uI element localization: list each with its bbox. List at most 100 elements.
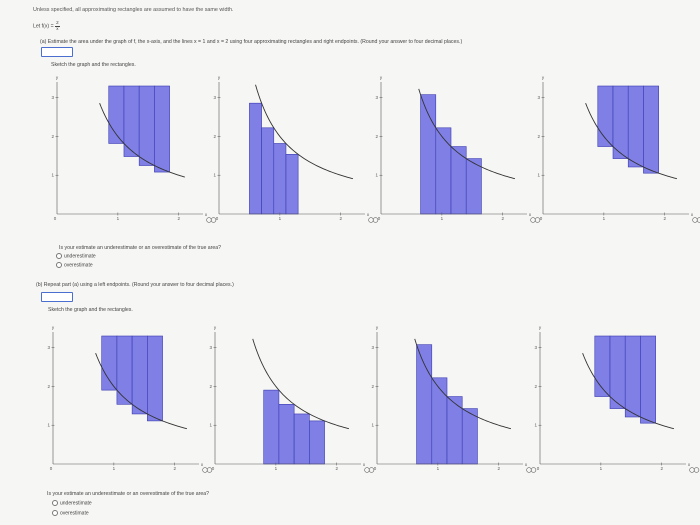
part-b-answer-input[interactable] <box>41 292 73 302</box>
approx-rectangle <box>416 344 433 465</box>
magnifier-icon[interactable] <box>689 467 700 473</box>
y-axis-label: y <box>214 325 217 330</box>
x-axis-label: x <box>525 462 528 467</box>
radio-button[interactable] <box>56 253 62 259</box>
y-tick-label: 2 <box>209 384 212 389</box>
part-b-question: Is your estimate an underestimate or an … <box>47 491 210 497</box>
approx-rectangle <box>435 127 452 215</box>
y-tick-label: 1 <box>213 173 216 178</box>
radio-button[interactable] <box>56 262 62 268</box>
y-tick-label: 3 <box>47 345 50 350</box>
magnifier-icon[interactable] <box>526 467 537 473</box>
y-tick-label: 3 <box>213 95 216 100</box>
approx-rectangle <box>278 404 295 465</box>
approx-rectangle <box>309 420 325 465</box>
function-curve <box>255 84 354 180</box>
part-a-prompt: (a) Estimate the area under the graph of… <box>40 39 462 45</box>
y-axis-label: y <box>380 75 383 80</box>
x-axis-label: x <box>688 462 691 467</box>
x-tick-label: 2 <box>339 216 342 221</box>
approx-rectangle <box>594 335 611 397</box>
part-a-graph-3[interactable]: y x 0 1 2 3 1 2 <box>375 75 541 223</box>
y-axis-label: y <box>218 75 221 80</box>
magnifier-icon[interactable] <box>368 217 379 223</box>
part-b-graph-4[interactable]: y x 0 1 2 3 1 2 <box>534 325 700 473</box>
fraction-denominator: x <box>56 25 59 31</box>
approx-rectangle <box>597 85 614 147</box>
part-b-prompt: (b) Repeat part (a) using a left endpoin… <box>36 282 234 288</box>
x-tick-label: 1 <box>117 216 120 221</box>
y-tick-label: 1 <box>371 423 374 428</box>
y-tick-label: 2 <box>534 384 537 389</box>
part-a-graph-4[interactable]: y x 0 1 2 3 1 2 <box>537 75 700 223</box>
origin-label: 0 <box>216 216 219 221</box>
function-curve <box>99 103 185 178</box>
option-label: overestimate <box>64 262 93 269</box>
origin-label: 0 <box>212 466 215 471</box>
approx-rectangle <box>263 389 280 465</box>
y-axis-label: y <box>539 325 542 330</box>
part-a-graph-1[interactable]: y x 0 1 2 3 1 2 <box>51 75 217 223</box>
magnifier-icon[interactable] <box>202 467 213 473</box>
magnifier-icon[interactable] <box>206 217 217 223</box>
function-prefix: Let f(x) = <box>33 23 56 30</box>
x-tick-label: 1 <box>437 466 440 471</box>
approx-rectangle <box>293 413 310 465</box>
part-a-label: (a) <box>40 39 47 45</box>
y-tick-label: 2 <box>537 134 540 139</box>
approx-rectangle <box>643 85 659 174</box>
option-label: underestimate <box>60 500 92 507</box>
x-axis-label: x <box>205 212 208 217</box>
y-tick-label: 1 <box>537 173 540 178</box>
x-tick-label: 2 <box>663 216 666 221</box>
part-a-graph-2[interactable]: y x 0 1 2 3 1 2 <box>213 75 379 223</box>
x-tick-label: 1 <box>279 216 282 221</box>
magnifier-icon[interactable] <box>530 217 541 223</box>
origin-label: 0 <box>50 466 53 471</box>
x-tick-label: 1 <box>600 466 603 471</box>
part-b-graph-1[interactable]: y x 0 1 2 3 1 2 <box>47 325 213 473</box>
part-a-answer-input[interactable] <box>41 47 73 57</box>
approx-rectangle <box>640 335 656 424</box>
x-axis-label: x <box>363 462 366 467</box>
approx-rectangle <box>273 143 287 215</box>
part-b-option-overestimate[interactable]: overestimate <box>52 510 89 516</box>
approx-rectangle <box>154 85 170 173</box>
approx-rectangle <box>461 408 478 465</box>
y-tick-label: 1 <box>47 423 50 428</box>
x-tick-label: 2 <box>660 466 663 471</box>
part-b-graph-3[interactable]: y x 0 1 2 3 1 2 <box>371 325 537 473</box>
fraction-numerator: 2 <box>55 20 60 27</box>
function-curve <box>414 338 512 430</box>
approx-rectangle <box>138 85 155 166</box>
x-tick-label: 1 <box>275 466 278 471</box>
radio-button[interactable] <box>52 500 58 506</box>
x-axis-label: x <box>691 212 694 217</box>
y-tick-label: 3 <box>371 345 374 350</box>
y-tick-label: 2 <box>47 384 50 389</box>
y-axis-label: y <box>56 75 59 80</box>
y-tick-label: 3 <box>534 345 537 350</box>
approx-rectangle <box>101 335 118 391</box>
approx-rectangle <box>431 377 448 465</box>
radio-button[interactable] <box>52 510 58 516</box>
origin-label: 0 <box>540 216 543 221</box>
origin-label: 0 <box>374 466 377 471</box>
magnifier-icon[interactable] <box>364 467 375 473</box>
function-curve <box>95 353 188 430</box>
y-tick-label: 3 <box>375 95 378 100</box>
part-b-graph-2[interactable]: y x 0 1 2 3 1 2 <box>209 325 375 473</box>
y-tick-label: 1 <box>51 173 54 178</box>
y-tick-label: 3 <box>537 95 540 100</box>
function-curve <box>252 338 350 430</box>
part-a-option-underestimate[interactable]: underestimate <box>56 253 96 259</box>
part-b-text: Repeat part (a) using a left endpoints. … <box>43 282 234 288</box>
y-tick-label: 2 <box>375 134 378 139</box>
part-a-text: Estimate the area under the graph of f, … <box>47 39 463 45</box>
function-definition: Let f(x) = 2 x <box>33 20 60 31</box>
option-label: overestimate <box>60 510 89 517</box>
part-a-option-overestimate[interactable]: overestimate <box>56 262 93 268</box>
y-tick-label: 2 <box>51 134 54 139</box>
magnifier-icon[interactable] <box>692 217 700 223</box>
part-b-option-underestimate[interactable]: underestimate <box>52 500 92 506</box>
